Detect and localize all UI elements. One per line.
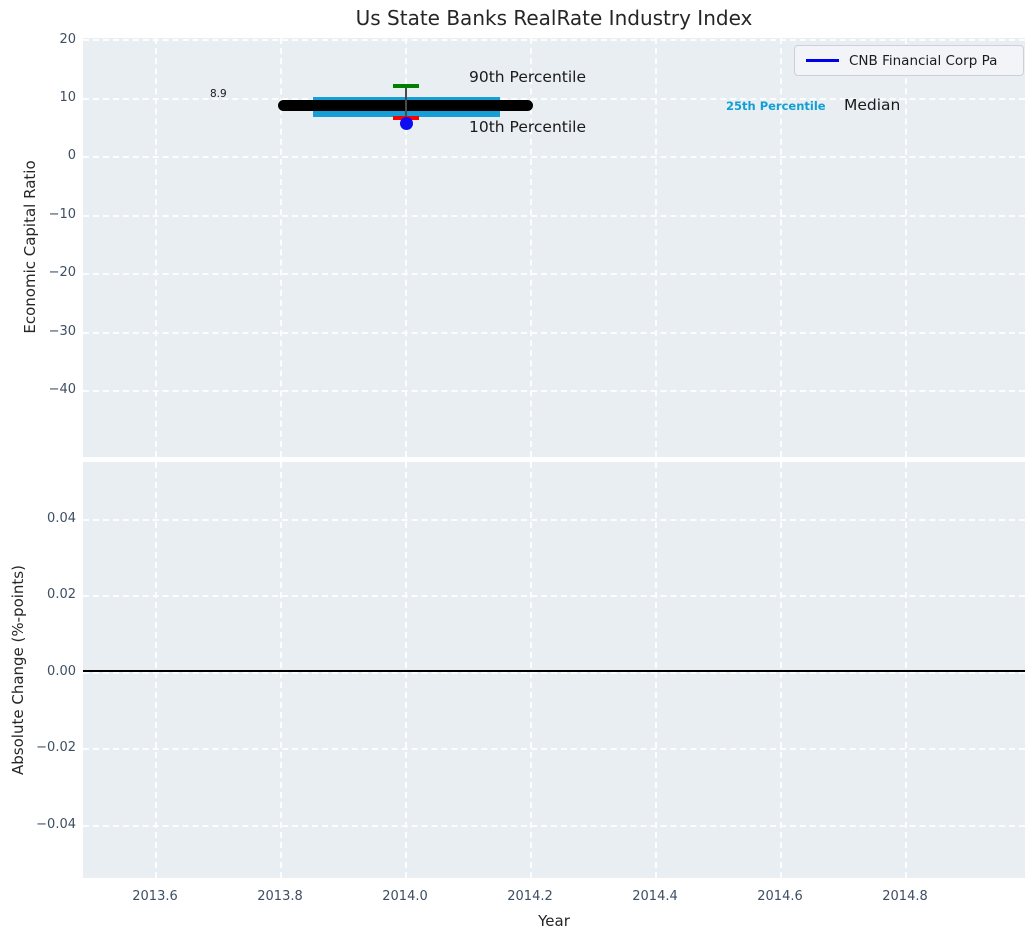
x-tick-label: 2013.6 [132, 889, 178, 904]
x-tick-label: 2014.6 [757, 889, 803, 904]
gridline-horizontal [83, 595, 1025, 597]
gridline-vertical [155, 38, 157, 457]
gridline-horizontal [83, 273, 1025, 275]
x-tick-label: 2014.2 [507, 889, 553, 904]
gridline-vertical [530, 38, 532, 457]
top-y-axis-label: Economic Capital Ratio [21, 160, 39, 334]
y-tick-label: −40 [48, 382, 76, 397]
y-tick-label: −30 [48, 324, 76, 339]
median-value-annotation: 8.9 [210, 88, 227, 100]
zero-reference-line [83, 670, 1025, 672]
gridline-horizontal [83, 748, 1025, 750]
y-tick-label: 0.00 [47, 664, 76, 679]
percentile-10-label: 10th Percentile [469, 118, 587, 136]
gridline-horizontal [83, 332, 1025, 334]
gridline-vertical [655, 38, 657, 457]
legend: CNB Financial Corp Pa [794, 45, 1024, 76]
bottom-plot-area [83, 462, 1025, 878]
y-tick-label: 0 [67, 148, 76, 163]
x-tick-label: 2014.0 [382, 889, 428, 904]
company-data-point [400, 117, 413, 130]
y-tick-label: −20 [48, 265, 76, 280]
y-tick-label: −10 [48, 207, 76, 222]
x-tick-label: 2014.8 [882, 889, 928, 904]
gridline-vertical [280, 38, 282, 457]
y-tick-label: 10 [59, 90, 76, 105]
gridline-horizontal [83, 98, 1025, 100]
percentile-errorbar-line [405, 85, 407, 119]
gridline-vertical [780, 38, 782, 457]
x-axis-label: Year [538, 912, 570, 930]
median-label: Median [844, 96, 901, 114]
x-tick-label: 2014.4 [632, 889, 678, 904]
gridline-horizontal [83, 390, 1025, 392]
y-tick-label: −0.04 [36, 817, 76, 832]
y-tick-label: 0.02 [47, 587, 76, 602]
legend-line-sample [806, 59, 839, 62]
chart-title: Us State Banks RealRate Industry Index [355, 6, 753, 30]
percentile-90-cap [393, 84, 419, 88]
top-plot-area: 8.9 90th Percentile 10th Percentile 25th… [83, 38, 1025, 457]
gridline-vertical [405, 38, 407, 457]
gridline-horizontal [83, 156, 1025, 158]
bottom-y-axis-label: Absolute Change (%-points) [9, 565, 27, 775]
y-tick-label: 20 [59, 32, 76, 47]
y-tick-label: −0.02 [36, 740, 76, 755]
percentile-90-label: 90th Percentile [469, 68, 587, 86]
gridline-horizontal [83, 215, 1025, 217]
gridline-vertical [905, 38, 907, 457]
y-tick-label: 0.04 [47, 511, 76, 526]
gridline-horizontal [83, 825, 1025, 827]
legend-entry-label: CNB Financial Corp Pa [849, 52, 998, 69]
gridline-horizontal [83, 39, 1025, 41]
percentile-25-label: 25th Percentile [726, 99, 826, 113]
x-tick-label: 2013.8 [257, 889, 303, 904]
gridline-horizontal [83, 519, 1025, 521]
gridline-horizontal [83, 672, 1025, 674]
